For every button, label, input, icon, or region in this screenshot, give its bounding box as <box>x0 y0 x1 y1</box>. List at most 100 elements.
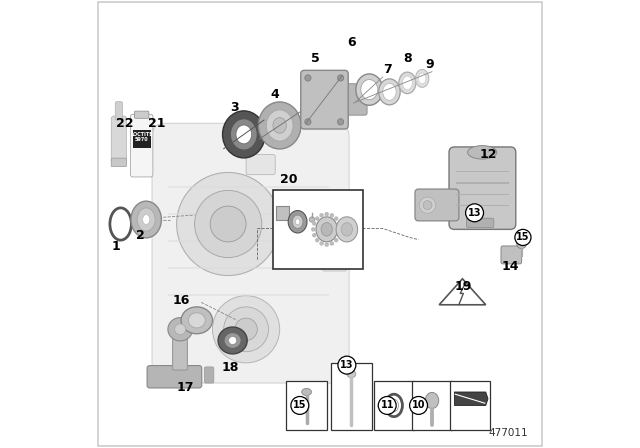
FancyBboxPatch shape <box>342 84 367 115</box>
Text: 9: 9 <box>426 58 434 72</box>
Circle shape <box>334 238 339 242</box>
Bar <box>273 190 362 269</box>
Ellipse shape <box>361 79 378 99</box>
FancyBboxPatch shape <box>449 147 516 229</box>
Ellipse shape <box>236 125 252 144</box>
FancyBboxPatch shape <box>131 114 153 177</box>
FancyBboxPatch shape <box>204 367 214 383</box>
Circle shape <box>337 233 341 237</box>
Circle shape <box>319 213 324 218</box>
Circle shape <box>410 396 428 414</box>
Circle shape <box>319 241 324 246</box>
Bar <box>168 294 329 296</box>
Circle shape <box>337 221 341 226</box>
Ellipse shape <box>292 215 303 228</box>
Bar <box>168 240 329 242</box>
Ellipse shape <box>181 307 212 334</box>
Text: 12: 12 <box>479 148 497 161</box>
Text: 13: 13 <box>468 208 481 218</box>
Text: 17: 17 <box>177 381 195 394</box>
Text: LOCTITE: LOCTITE <box>131 132 153 137</box>
Ellipse shape <box>273 118 287 134</box>
Circle shape <box>334 216 339 221</box>
Bar <box>450 381 490 430</box>
Circle shape <box>423 201 432 210</box>
Circle shape <box>337 75 344 81</box>
Ellipse shape <box>468 146 497 159</box>
FancyBboxPatch shape <box>147 366 202 388</box>
Ellipse shape <box>175 324 186 335</box>
FancyBboxPatch shape <box>301 70 348 129</box>
Circle shape <box>177 172 280 276</box>
FancyBboxPatch shape <box>467 218 494 228</box>
Circle shape <box>309 217 315 222</box>
Ellipse shape <box>336 217 358 242</box>
Circle shape <box>212 296 280 363</box>
Ellipse shape <box>383 83 396 100</box>
Text: 22: 22 <box>116 116 134 130</box>
FancyBboxPatch shape <box>323 240 347 271</box>
Text: 8: 8 <box>403 52 412 65</box>
Circle shape <box>330 213 334 218</box>
Polygon shape <box>454 392 488 405</box>
FancyBboxPatch shape <box>115 102 122 120</box>
Ellipse shape <box>425 392 439 409</box>
Text: 10: 10 <box>412 401 426 410</box>
Text: 4: 4 <box>271 87 280 101</box>
Text: 13: 13 <box>340 360 354 370</box>
Ellipse shape <box>288 211 307 233</box>
Bar <box>287 381 326 430</box>
Circle shape <box>338 227 342 232</box>
Bar <box>168 213 329 215</box>
Circle shape <box>312 221 317 226</box>
Circle shape <box>311 227 316 232</box>
Ellipse shape <box>168 318 193 341</box>
Ellipse shape <box>224 332 241 349</box>
Ellipse shape <box>316 217 337 242</box>
Ellipse shape <box>341 223 353 236</box>
Ellipse shape <box>347 370 356 378</box>
FancyBboxPatch shape <box>152 123 349 383</box>
Bar <box>332 363 371 430</box>
Bar <box>132 130 150 148</box>
Text: 21: 21 <box>148 116 165 130</box>
Circle shape <box>224 307 269 352</box>
Bar <box>168 267 329 269</box>
FancyBboxPatch shape <box>134 111 149 118</box>
Text: 11: 11 <box>380 401 394 410</box>
Text: 19: 19 <box>454 280 472 293</box>
Bar <box>374 381 414 430</box>
Text: 14: 14 <box>502 260 519 273</box>
Circle shape <box>195 190 262 258</box>
Ellipse shape <box>399 72 416 94</box>
Text: 18: 18 <box>221 361 239 374</box>
Ellipse shape <box>321 223 332 236</box>
Bar <box>276 206 289 220</box>
Circle shape <box>291 396 308 414</box>
Ellipse shape <box>228 336 237 345</box>
Bar <box>456 182 509 184</box>
Ellipse shape <box>230 119 257 150</box>
Circle shape <box>337 119 344 125</box>
Text: 6: 6 <box>347 36 356 49</box>
Ellipse shape <box>389 399 398 412</box>
Circle shape <box>419 197 436 213</box>
Ellipse shape <box>419 73 426 84</box>
Ellipse shape <box>259 102 301 149</box>
Circle shape <box>324 212 329 216</box>
Bar <box>456 171 509 172</box>
Circle shape <box>235 318 257 340</box>
Text: 477011: 477011 <box>489 428 528 438</box>
Bar <box>168 186 329 188</box>
Ellipse shape <box>188 313 205 328</box>
Circle shape <box>315 238 319 242</box>
Circle shape <box>324 242 329 247</box>
Circle shape <box>305 75 311 81</box>
FancyBboxPatch shape <box>415 189 459 221</box>
Ellipse shape <box>218 327 247 354</box>
Ellipse shape <box>137 208 155 231</box>
Bar <box>456 205 509 206</box>
Ellipse shape <box>415 69 429 87</box>
FancyBboxPatch shape <box>246 155 275 175</box>
Text: 20: 20 <box>280 172 298 186</box>
